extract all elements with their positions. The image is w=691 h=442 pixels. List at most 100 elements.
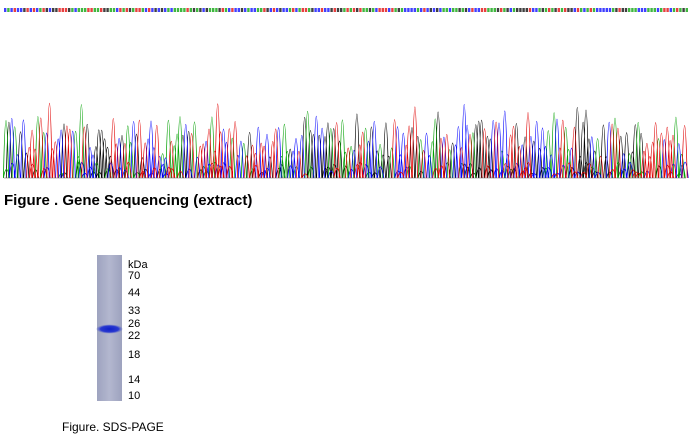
sequence-letter bbox=[682, 8, 685, 12]
sequence-letter bbox=[71, 8, 74, 12]
sequence-letter bbox=[186, 8, 189, 12]
sequence-letter bbox=[656, 8, 660, 12]
sequence-letter bbox=[295, 8, 298, 12]
sequence-letter bbox=[196, 8, 199, 12]
sequence-letter bbox=[410, 8, 413, 12]
sequence-letter bbox=[573, 8, 576, 12]
sequence-letter bbox=[509, 8, 512, 12]
sequence-letter bbox=[548, 8, 551, 12]
sequence-letter bbox=[48, 8, 52, 12]
sequence-letter bbox=[16, 8, 20, 12]
marker-label: 70 bbox=[128, 270, 140, 282]
sequence-letter bbox=[621, 8, 624, 12]
sequence-letter bbox=[122, 8, 125, 12]
sequence-letter bbox=[468, 8, 471, 12]
sequence-letter bbox=[381, 8, 384, 12]
marker-label: 22 bbox=[128, 330, 140, 342]
sequence-letter bbox=[100, 8, 103, 12]
sequence-letter bbox=[637, 8, 640, 12]
sequence-letter bbox=[439, 8, 442, 12]
sequence-letter bbox=[580, 8, 583, 12]
sequence-letter bbox=[644, 8, 647, 12]
sequence-letter bbox=[461, 8, 464, 12]
trace bbox=[8, 104, 689, 179]
sequence-letter bbox=[61, 8, 64, 12]
sequence-letter bbox=[522, 8, 525, 12]
sequence-letter bbox=[266, 8, 269, 12]
sequence-letter bbox=[346, 8, 349, 12]
sequence-letter bbox=[77, 8, 80, 12]
sequence-letter bbox=[413, 8, 416, 12]
sequence-letter bbox=[666, 8, 669, 12]
sequence-letter bbox=[541, 8, 544, 12]
marker-label: 10 bbox=[128, 390, 140, 402]
sequence-letter bbox=[272, 8, 276, 12]
sequence-letter bbox=[615, 8, 618, 12]
sequence-letter bbox=[10, 8, 13, 12]
sequence-letter bbox=[676, 8, 679, 12]
sequence-letter bbox=[602, 8, 605, 12]
sequence-letter bbox=[292, 8, 295, 12]
sequence-letter bbox=[84, 8, 87, 12]
sequence-letter bbox=[583, 8, 586, 12]
sequence-letter bbox=[404, 8, 407, 12]
sequence-letter bbox=[560, 8, 564, 12]
sequence-letter bbox=[93, 8, 96, 12]
sequence-letter bbox=[503, 8, 506, 12]
sequence-letter bbox=[352, 8, 356, 12]
sequence-letter bbox=[663, 8, 666, 12]
sequence-letter bbox=[589, 8, 592, 12]
sequence-letter bbox=[244, 8, 247, 12]
sequence-letter bbox=[29, 8, 32, 12]
sequence-letter bbox=[4, 8, 7, 12]
sequence-letter bbox=[397, 8, 400, 12]
sequence-letter bbox=[20, 8, 23, 12]
sequence-letter bbox=[624, 8, 628, 12]
sequence-letter bbox=[269, 8, 272, 12]
sequence-letter bbox=[109, 8, 112, 12]
sequence-letter bbox=[189, 8, 192, 12]
sequence-letter bbox=[311, 8, 314, 12]
sequence-letter bbox=[276, 8, 279, 12]
sequence-letter bbox=[279, 8, 282, 12]
sequence-letter bbox=[170, 8, 173, 12]
sequence-letter bbox=[144, 8, 148, 12]
sequence-letter bbox=[26, 8, 29, 12]
sequence-letter bbox=[407, 8, 410, 12]
sequence-letter bbox=[554, 8, 557, 12]
sequence-letter bbox=[215, 8, 218, 12]
sequence-letter bbox=[298, 8, 301, 12]
sequence-letter bbox=[183, 8, 186, 12]
sequence-letter bbox=[384, 8, 388, 12]
sequence-letter bbox=[237, 8, 240, 12]
sequence-letter bbox=[660, 8, 663, 12]
sequence-letter bbox=[391, 8, 394, 12]
sequence-letter bbox=[240, 8, 244, 12]
sequence-letter bbox=[64, 8, 68, 12]
sequence-letter bbox=[535, 8, 538, 12]
sequence-letter bbox=[679, 8, 682, 12]
sequence-letter bbox=[506, 8, 509, 12]
sequence-letter bbox=[365, 8, 368, 12]
sequence-letter bbox=[631, 8, 634, 12]
sequence-letter bbox=[212, 8, 215, 12]
sequence-letter bbox=[362, 8, 365, 12]
sequence-letter bbox=[231, 8, 234, 12]
sequence-letter bbox=[599, 8, 602, 12]
sequence-letter bbox=[442, 8, 445, 12]
sequence-letter bbox=[605, 8, 608, 12]
sequence-letter bbox=[388, 8, 391, 12]
sequence-letter bbox=[234, 8, 237, 12]
sequence-letter bbox=[484, 8, 487, 12]
sequence-letter bbox=[173, 8, 176, 12]
sequence-letter bbox=[480, 8, 484, 12]
sequence-letter bbox=[500, 8, 503, 12]
sequence-letter bbox=[349, 8, 352, 12]
sequence-letter bbox=[634, 8, 637, 12]
sequence-letter bbox=[320, 8, 324, 12]
sequence-letter bbox=[586, 8, 589, 12]
sequence-letter bbox=[372, 8, 375, 12]
figure-caption: Figure . Gene Sequencing (extract) bbox=[4, 192, 252, 209]
